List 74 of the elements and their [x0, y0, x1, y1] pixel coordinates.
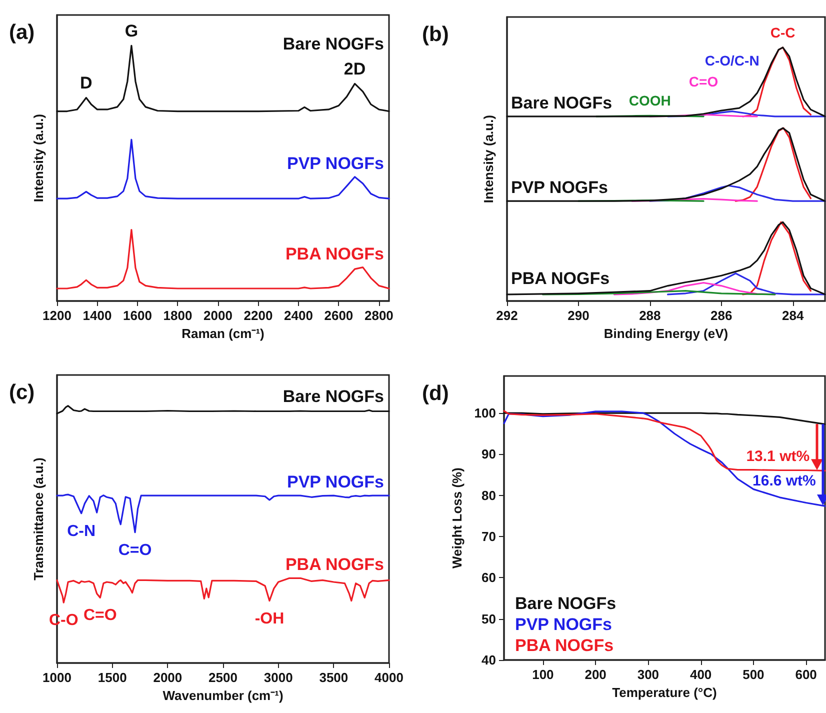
- y-axis-title: Intensity (a.u.): [31, 114, 46, 202]
- x-tick-label: 2200: [244, 308, 273, 323]
- line-series: [503, 410, 826, 472]
- x-tick-label: 292: [496, 308, 518, 323]
- x-tick-label: 200: [584, 667, 606, 682]
- x-tick-label: 290: [568, 308, 590, 323]
- text: PVP NOGFs: [515, 615, 612, 634]
- y-tick-label: 80: [482, 488, 496, 503]
- y-tick-label: 100: [474, 406, 496, 421]
- annotation: G: [124, 22, 138, 41]
- annotation: D: [80, 74, 92, 93]
- series-label: PVP NOGFs: [287, 472, 384, 492]
- y-axis-title: Transmittance (a.u.): [31, 458, 46, 580]
- x-tick-label: 300: [637, 667, 660, 682]
- series-label: PVP NOGFs: [511, 178, 608, 198]
- annotation: 2D: [344, 60, 366, 79]
- y-tick-label: 40: [482, 652, 496, 668]
- x-tick-label: 2000: [153, 670, 182, 685]
- chart-title: (c): [9, 381, 35, 404]
- series-label: PVP NOGFs: [287, 154, 384, 173]
- chart-title: (b): [422, 23, 449, 46]
- x-axis-title: Wavenumber (cm⁻¹): [162, 688, 284, 703]
- annotation: 16.6 wt%: [752, 472, 816, 490]
- x-tick-label: 1600: [123, 308, 152, 323]
- x-tick-label: 500: [742, 667, 764, 682]
- text: Bare NOGFs: [515, 594, 616, 613]
- y-axis-title: Intensity (a.u.): [481, 114, 496, 204]
- series-label: COOH: [628, 92, 671, 109]
- series-label: C-C: [770, 24, 796, 40]
- x-axis-title: Temperature (°C): [612, 685, 717, 700]
- x-tick-label: 1800: [163, 308, 192, 323]
- x-tick-label: 284: [782, 308, 804, 323]
- y-tick-label: 90: [482, 446, 496, 462]
- series-label: PBA NOGFs: [285, 555, 384, 574]
- series-label: C=O: [688, 74, 718, 90]
- x-tick-label: 286: [710, 308, 732, 323]
- chart-title: (d): [422, 382, 449, 405]
- x-tick-label: 3500: [319, 670, 348, 685]
- x-tick-label: 3000: [264, 670, 293, 685]
- line-series: [503, 412, 826, 425]
- series-label: PBA NOGFs: [511, 269, 610, 288]
- x-tick-label: 2600: [324, 308, 354, 323]
- line-series: [503, 410, 826, 507]
- y-tick-label: 50: [482, 611, 496, 626]
- x-tick-label: 2500: [208, 670, 238, 685]
- text: PBA NOGFs: [515, 636, 614, 655]
- x-axis-title: Binding Energy (eV): [604, 326, 728, 341]
- annotation: C=O: [118, 542, 152, 559]
- y-axis-title: Weight Loss (%): [449, 468, 464, 568]
- series-label: PBA NOGFs: [285, 244, 384, 264]
- text: Bare NOGFs: [282, 34, 384, 54]
- annotation: -OH: [254, 610, 284, 628]
- x-tick-label: 1400: [82, 308, 112, 323]
- x-tick-label: 2000: [204, 308, 232, 323]
- x-tick-label: 1000: [42, 670, 72, 685]
- annotation: C-N: [67, 522, 96, 540]
- x-tick-label: 2800: [364, 308, 394, 323]
- y-tick-label: 60: [482, 570, 496, 586]
- x-axis-title: Raman (cm⁻¹): [182, 326, 264, 341]
- annotation: 13.1 wt%: [746, 448, 810, 465]
- text: C-O/C-N: [704, 52, 760, 68]
- x-tick-label: 600: [795, 667, 817, 682]
- x-tick-label: 1200: [42, 308, 72, 323]
- x-tick-label: 400: [690, 667, 712, 682]
- x-tick-label: 1500: [98, 670, 127, 685]
- x-tick-label: 2400: [284, 308, 313, 323]
- annotation: C=O: [83, 607, 117, 624]
- series-label: Bare NOGFs: [282, 387, 384, 406]
- y-tick-label: 70: [482, 529, 496, 544]
- x-tick-label: 288: [639, 308, 661, 323]
- series-label: Bare NOGFs: [511, 93, 612, 112]
- chart-title: (a): [9, 21, 35, 44]
- x-tick-label: 100: [532, 667, 554, 682]
- x-tick-label: 4000: [374, 670, 404, 685]
